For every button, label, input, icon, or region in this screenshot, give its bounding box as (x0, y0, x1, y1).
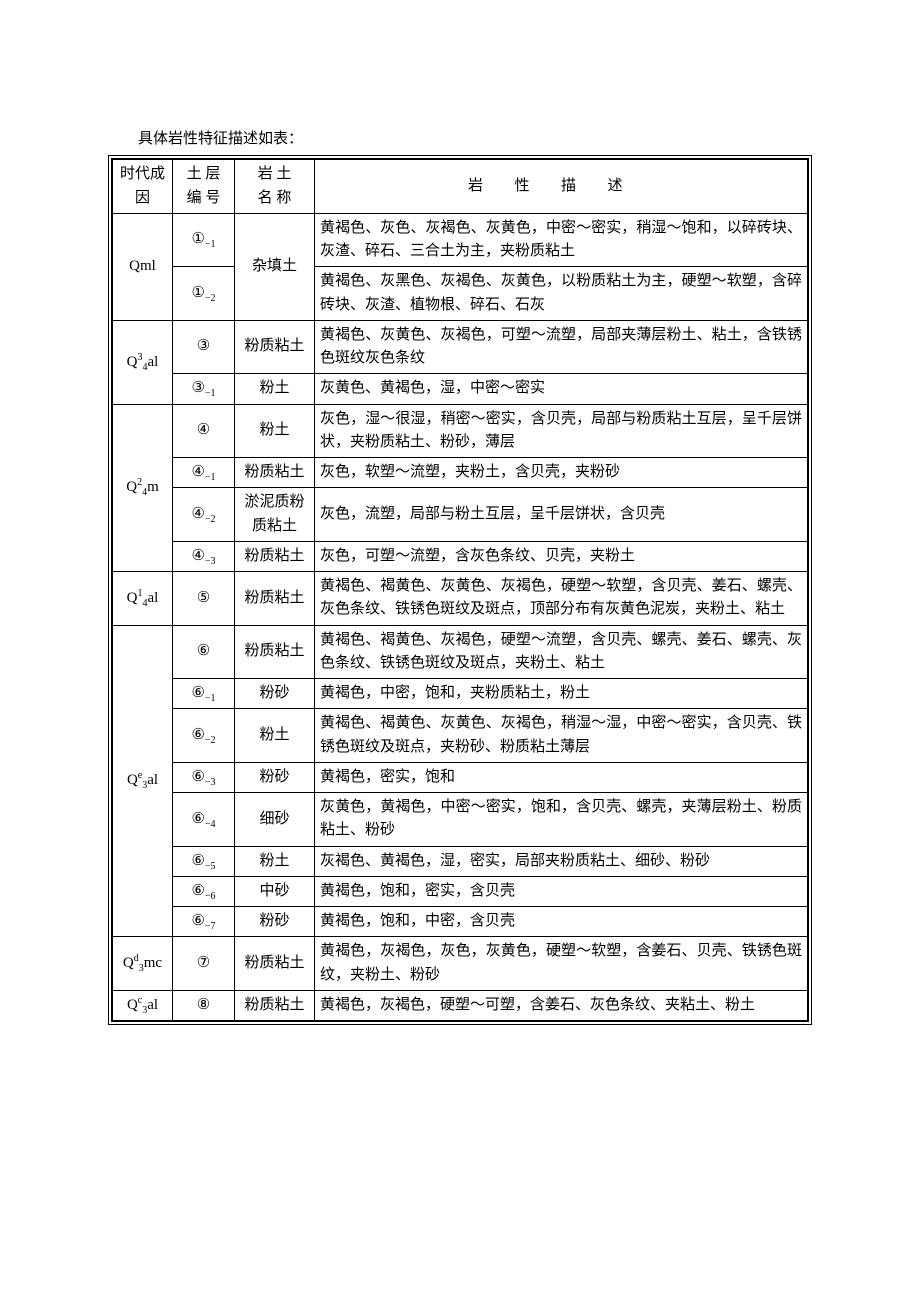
cell-era: Qd3mc (113, 937, 173, 991)
table-row: Qml①−1杂填土黄褐色、灰色、灰褐色、灰黄色，中密～密实，稍湿～饱和，以碎砖块… (113, 213, 808, 267)
cell-soil-name: 中砂 (235, 876, 315, 906)
cell-description: 黄褐色、褐黄色、灰黄色、灰褐色，硬塑～软塑，含贝壳、姜石、螺壳、灰色条纹、铁锈色… (315, 572, 808, 626)
cell-description: 黄褐色，中密，饱和，夹粉质粘土，粉土 (315, 679, 808, 709)
cell-soil-name: 粉质粘土 (235, 572, 315, 626)
cell-era: Q24m (113, 404, 173, 572)
cell-layer-number: ⑦ (173, 937, 235, 991)
cell-layer-number: ①−2 (173, 267, 235, 321)
cell-layer-number: ④−3 (173, 541, 235, 571)
table-row: ①−2 黄褐色、灰黑色、灰褐色、灰黄色，以粉质粘土为主，硬塑～软塑，含碎砖块、灰渣… (113, 267, 808, 321)
cell-soil-name: 细砂 (235, 793, 315, 847)
cell-layer-number: ①−1 (173, 213, 235, 267)
cell-soil-name: 粉砂 (235, 762, 315, 792)
table-row: Q14al⑤粉质粘土黄褐色、褐黄色、灰黄色、灰褐色，硬塑～软塑，含贝壳、姜石、螺… (113, 572, 808, 626)
table-row: ⑥−7粉砂黄褐色，饱和，中密，含贝壳 (113, 907, 808, 937)
cell-soil-name: 粉土 (235, 846, 315, 876)
cell-soil-name: 粉质粘土 (235, 990, 315, 1020)
cell-layer-number: ⑥−2 (173, 709, 235, 763)
cell-era: Qc3al (113, 990, 173, 1020)
cell-description: 黄褐色，灰褐色，硬塑～可塑，含姜石、灰色条纹、夹粘土、粉土 (315, 990, 808, 1020)
cell-soil-name: 杂填土 (235, 213, 315, 320)
cell-layer-number: ⑥−5 (173, 846, 235, 876)
cell-description: 灰黄色、黄褐色，湿，中密～密实 (315, 374, 808, 404)
table-row: ⑥−6中砂黄褐色，饱和，密实，含贝壳 (113, 876, 808, 906)
cell-soil-name: 粉砂 (235, 679, 315, 709)
table-inner-frame: 时代成因 土 层 编 号 岩 土 名 称 岩性描述 Qml①−1杂填土黄褐色、灰… (111, 158, 809, 1022)
cell-layer-number: ④−2 (173, 488, 235, 542)
table-row: Q34al③粉质粘土黄褐色、灰黄色、灰褐色，可塑～流塑，局部夹薄层粉土、粘土，含… (113, 320, 808, 374)
cell-soil-name: 粉质粘土 (235, 937, 315, 991)
cell-layer-number: ⑥ (173, 625, 235, 679)
cell-description: 黄褐色、灰黄色、灰褐色，可塑～流塑，局部夹薄层粉土、粘土，含铁锈色斑纹灰色条纹 (315, 320, 808, 374)
table-row: ④−1粉质粘土灰色，软塑～流塑，夹粉土，含贝壳，夹粉砂 (113, 458, 808, 488)
table-row: Qe3al⑥粉质粘土黄褐色、褐黄色、灰褐色，硬塑～流塑，含贝壳、螺壳、姜石、螺壳… (113, 625, 808, 679)
table-row: ⑥−2粉土黄褐色、褐黄色、灰黄色、灰褐色，稍湿～湿，中密～密实，含贝壳、铁锈色斑… (113, 709, 808, 763)
cell-soil-name: 粉土 (235, 709, 315, 763)
cell-layer-number: ⑥−3 (173, 762, 235, 792)
cell-era: Q14al (113, 572, 173, 626)
th-layer: 土 层 编 号 (173, 160, 235, 214)
cell-description: 黄褐色，饱和，密实，含贝壳 (315, 876, 808, 906)
table-header-row: 时代成因 土 层 编 号 岩 土 名 称 岩性描述 (113, 160, 808, 214)
table-row: ⑥−1粉砂黄褐色，中密，饱和，夹粉质粘土，粉土 (113, 679, 808, 709)
cell-soil-name: 粉土 (235, 374, 315, 404)
cell-layer-number: ⑤ (173, 572, 235, 626)
table-row: ⑥−3粉砂黄褐色，密实，饱和 (113, 762, 808, 792)
cell-soil-name: 粉砂 (235, 907, 315, 937)
cell-layer-number: ⑧ (173, 990, 235, 1020)
cell-description: 灰褐色、黄褐色，湿，密实，局部夹粉质粘土、细砂、粉砂 (315, 846, 808, 876)
cell-soil-name: 粉质粘土 (235, 541, 315, 571)
table-row: ⑥−4细砂灰黄色，黄褐色，中密～密实，饱和，含贝壳、螺壳，夹薄层粉土、粉质粘土、… (113, 793, 808, 847)
cell-description: 灰黄色，黄褐色，中密～密实，饱和，含贝壳、螺壳，夹薄层粉土、粉质粘土、粉砂 (315, 793, 808, 847)
cell-layer-number: ⑥−6 (173, 876, 235, 906)
cell-description: 黄褐色，灰褐色，灰色，灰黄色，硬塑～软塑，含姜石、贝壳、铁锈色斑纹，夹粉土、粉砂 (315, 937, 808, 991)
cell-era: Qml (113, 213, 173, 320)
th-layer-line2: 编 号 (187, 190, 221, 206)
cell-soil-name: 粉质粘土 (235, 625, 315, 679)
cell-description: 黄褐色、褐黄色、灰褐色，硬塑～流塑，含贝壳、螺壳、姜石、螺壳、灰色条纹、铁锈色斑… (315, 625, 808, 679)
cell-soil-name: 粉质粘土 (235, 320, 315, 374)
table-body: Qml①−1杂填土黄褐色、灰色、灰褐色、灰黄色，中密～密实，稍湿～饱和，以碎砖块… (113, 213, 808, 1020)
cell-description: 黄褐色、灰色、灰褐色、灰黄色，中密～密实，稍湿～饱和，以碎砖块、灰渣、碎石、三合… (315, 213, 808, 267)
th-name: 岩 土 名 称 (235, 160, 315, 214)
cell-description: 灰色，软塑～流塑，夹粉土，含贝壳，夹粉砂 (315, 458, 808, 488)
lithology-table: 时代成因 土 层 编 号 岩 土 名 称 岩性描述 Qml①−1杂填土黄褐色、灰… (112, 159, 808, 1021)
page: 具体岩性特征描述如表： 时代成因 土 层 编 号 岩 土 (0, 0, 920, 1302)
table-row: ⑥−5粉土灰褐色、黄褐色，湿，密实，局部夹粉质粘土、细砂、粉砂 (113, 846, 808, 876)
cell-soil-name: 淤泥质粉质粘土 (235, 488, 315, 542)
cell-layer-number: ⑥−7 (173, 907, 235, 937)
cell-description: 黄褐色，密实，饱和 (315, 762, 808, 792)
cell-soil-name: 粉质粘土 (235, 458, 315, 488)
cell-description: 灰色，湿～很湿，稍密～密实，含贝壳，局部与粉质粘土互层，呈千层饼状，夹粉质粘土、… (315, 404, 808, 458)
cell-layer-number: ④ (173, 404, 235, 458)
table-row: Qc3al⑧粉质粘土黄褐色，灰褐色，硬塑～可塑，含姜石、灰色条纹、夹粘土、粉土 (113, 990, 808, 1020)
table-row: Qd3mc⑦粉质粘土黄褐色，灰褐色，灰色，灰黄色，硬塑～软塑，含姜石、贝壳、铁锈… (113, 937, 808, 991)
th-name-line1: 岩 土 (258, 166, 292, 182)
th-desc: 岩性描述 (315, 160, 808, 214)
cell-layer-number: ③−1 (173, 374, 235, 404)
table-row: ④−2淤泥质粉质粘土灰色，流塑，局部与粉土互层，呈千层饼状，含贝壳 (113, 488, 808, 542)
table-row: ③−1粉土灰黄色、黄褐色，湿，中密～密实 (113, 374, 808, 404)
cell-soil-name: 粉土 (235, 404, 315, 458)
cell-description: 黄褐色，饱和，中密，含贝壳 (315, 907, 808, 937)
table-head: 时代成因 土 层 编 号 岩 土 名 称 岩性描述 (113, 160, 808, 214)
cell-layer-number: ⑥−4 (173, 793, 235, 847)
cell-description: 灰色，流塑，局部与粉土互层，呈千层饼状，含贝壳 (315, 488, 808, 542)
cell-era: Q34al (113, 320, 173, 404)
cell-description: 灰色，可塑～流塑，含灰色条纹、贝壳，夹粉土 (315, 541, 808, 571)
table-row: Q24m④粉土灰色，湿～很湿，稍密～密实，含贝壳，局部与粉质粘土互层，呈千层饼状… (113, 404, 808, 458)
cell-description: 黄褐色、灰黑色、灰褐色、灰黄色，以粉质粘土为主，硬塑～软塑，含碎砖块、灰渣、植物… (315, 267, 808, 321)
table-caption: 具体岩性特征描述如表： (138, 128, 812, 151)
cell-era: Qe3al (113, 625, 173, 937)
cell-layer-number: ④−1 (173, 458, 235, 488)
table-outer-frame: 时代成因 土 层 编 号 岩 土 名 称 岩性描述 Qml①−1杂填土黄褐色、灰… (108, 155, 812, 1025)
cell-description: 黄褐色、褐黄色、灰黄色、灰褐色，稍湿～湿，中密～密实，含贝壳、铁锈色斑纹及斑点，… (315, 709, 808, 763)
th-layer-line1: 土 层 (187, 166, 221, 182)
th-era: 时代成因 (113, 160, 173, 214)
cell-layer-number: ⑥−1 (173, 679, 235, 709)
th-name-line2: 名 称 (258, 190, 292, 206)
cell-layer-number: ③ (173, 320, 235, 374)
table-row: ④−3粉质粘土灰色，可塑～流塑，含灰色条纹、贝壳，夹粉土 (113, 541, 808, 571)
